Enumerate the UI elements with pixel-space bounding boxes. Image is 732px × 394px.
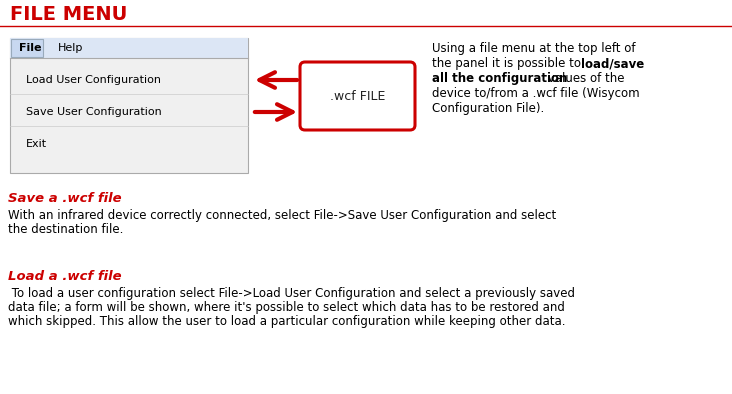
Text: To load a user configuration select File->Load User Configuration and select a p: To load a user configuration select File… (8, 287, 575, 300)
Text: Exit: Exit (26, 139, 47, 149)
FancyBboxPatch shape (11, 39, 43, 57)
Text: Load User Configuration: Load User Configuration (26, 75, 161, 85)
Text: Using a file menu at the top left of: Using a file menu at the top left of (432, 42, 635, 55)
Text: values of the: values of the (544, 72, 624, 85)
Text: Save User Configuration: Save User Configuration (26, 107, 162, 117)
Text: Help: Help (58, 43, 83, 53)
Text: which skipped. This allow the user to load a particular configuration while keep: which skipped. This allow the user to lo… (8, 315, 566, 328)
Text: With an infrared device correctly connected, select File->Save User Configuratio: With an infrared device correctly connec… (8, 209, 556, 222)
Text: Save a .wcf file: Save a .wcf file (8, 192, 122, 205)
Text: data file; a form will be shown, where it's possible to select which data has to: data file; a form will be shown, where i… (8, 301, 565, 314)
Text: .wcf FILE: .wcf FILE (330, 89, 385, 102)
FancyBboxPatch shape (10, 38, 248, 58)
Text: Load a .wcf file: Load a .wcf file (8, 270, 122, 283)
FancyBboxPatch shape (10, 38, 248, 173)
Text: Configuration File).: Configuration File). (432, 102, 545, 115)
Text: File: File (19, 43, 42, 53)
Text: all the configuration: all the configuration (432, 72, 567, 85)
Text: device to/from a .wcf file (Wisycom: device to/from a .wcf file (Wisycom (432, 87, 640, 100)
Text: load/save: load/save (581, 57, 644, 70)
Text: the destination file.: the destination file. (8, 223, 124, 236)
FancyBboxPatch shape (300, 62, 415, 130)
Text: FILE MENU: FILE MENU (10, 4, 127, 24)
Text: the panel it is possible to: the panel it is possible to (432, 57, 585, 70)
